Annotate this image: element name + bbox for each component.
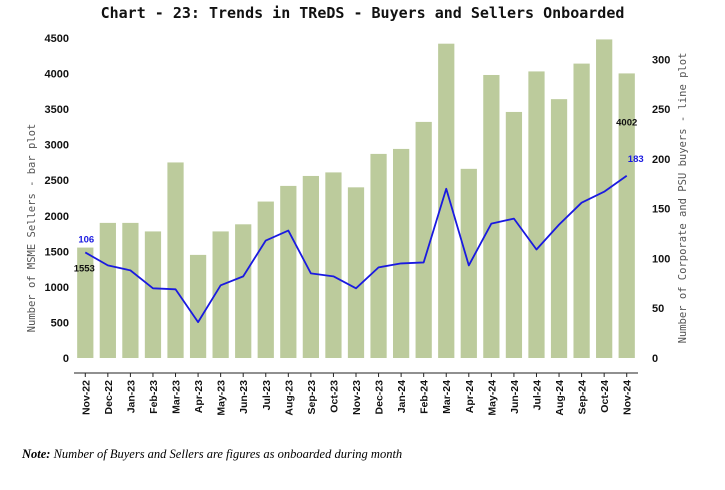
y-axis-label: Number of MSME Sellers - bar plot <box>26 124 38 333</box>
line-label-last: 183 <box>628 154 644 165</box>
chart-title: Chart - 23: Trends in TReDS - Buyers and… <box>100 4 625 22</box>
x-tick-label: Feb-23 <box>148 380 160 414</box>
bar-Dec-22 <box>99 222 116 358</box>
y-tick-label: 4000 <box>45 69 69 81</box>
x-tick-label: Jul-23 <box>261 380 273 411</box>
bar-Jun-23 <box>235 224 252 358</box>
bar-May-24 <box>483 74 500 358</box>
bar-Jan-23 <box>122 222 139 358</box>
y-tick-label: 2500 <box>45 175 69 187</box>
bar-Mar-24 <box>438 43 455 358</box>
y-tick-label: 1500 <box>45 246 69 258</box>
bar-Jul-24 <box>528 71 545 358</box>
bar-Aug-24 <box>550 99 568 359</box>
x-tick-label: Feb-24 <box>419 380 431 414</box>
bars-layer <box>77 39 635 359</box>
x-tick-label: Jun-24 <box>509 380 521 414</box>
bar-Jun-24 <box>505 111 523 358</box>
note: Note: Number of Buyers and Sellers are f… <box>22 447 402 462</box>
y2-tick-label: 300 <box>652 54 670 66</box>
bar-label-first: 1553 <box>74 264 95 275</box>
bar-Nov-23 <box>347 187 365 358</box>
x-tick-label: Nov-23 <box>351 380 363 415</box>
axes-layer: Nov-22 Dec-22 Jan-23 Feb-23 Mar-23 Apr-23 May-… <box>26 33 689 416</box>
x-tick-label: Oct-24 <box>599 380 611 413</box>
x-tick-label: Sep-24 <box>577 380 589 415</box>
x-tick-label: Mar-23 <box>171 380 183 414</box>
x-tick-label: May-23 <box>216 380 228 416</box>
y-tick-label: 4500 <box>45 33 69 45</box>
line-label-first: 106 <box>78 234 94 245</box>
y2-tick-label: 0 <box>652 353 658 365</box>
bar-Nov-24 <box>618 73 635 358</box>
bar-Nov-22 <box>77 247 94 358</box>
y-tick-label: 3000 <box>45 140 69 152</box>
x-tick-label: Jan-24 <box>396 380 408 413</box>
bar-May-23 <box>212 231 229 358</box>
y2-tick-label: 100 <box>652 253 670 265</box>
x-tick-label: Jun-23 <box>238 380 250 414</box>
labels-layer: 1553 4002 106 183 <box>74 117 644 274</box>
x-tick-label: Nov-24 <box>622 380 634 415</box>
bar-Mar-23 <box>167 162 184 358</box>
x-tick-label: May-24 <box>486 380 498 416</box>
bar-Sep-24 <box>573 63 590 358</box>
y-tick-label: 0 <box>63 353 69 365</box>
y-tick-label: 2000 <box>45 211 69 223</box>
y-tick-label: 1000 <box>45 282 69 294</box>
bar-Feb-24 <box>415 121 432 359</box>
x-tick-label: Dec-23 <box>374 380 386 415</box>
bar-Jan-24 <box>392 148 410 358</box>
x-tick-label: Mar-24 <box>441 380 453 414</box>
y-tick-label: 500 <box>51 317 69 329</box>
line-layer <box>84 175 628 324</box>
y2-axis-label: Number of Corporate and PSU buyers - lin… <box>677 53 689 344</box>
bar-Jul-23 <box>257 201 274 358</box>
note-text: Number of Buyers and Sellers are figures… <box>50 447 403 461</box>
y2-tick-label: 50 <box>652 303 664 315</box>
x-tick-label: Aug-23 <box>283 380 295 416</box>
y2-tick-label: 200 <box>652 154 670 166</box>
x-tick-label: Jul-24 <box>531 380 543 411</box>
y-tick-label: 3500 <box>45 104 69 116</box>
bar-Oct-24 <box>596 39 613 359</box>
x-tick-label: Jan-23 <box>125 380 137 413</box>
x-tick-label: Aug-24 <box>554 380 566 416</box>
x-tick-label: Dec-22 <box>103 380 115 415</box>
x-tick-label: Apr-24 <box>464 380 476 413</box>
note-prefix: Note: <box>22 447 51 461</box>
x-tick-label: Sep-23 <box>306 380 318 415</box>
bar-Sep-23 <box>302 175 320 358</box>
x-tick-label: Nov-22 <box>80 380 92 415</box>
x-tick-label: Oct-23 <box>328 380 340 413</box>
bar-Oct-23 <box>325 172 342 358</box>
bar-Aug-23 <box>280 185 297 358</box>
bar-Feb-23 <box>144 231 162 358</box>
bar-Dec-23 <box>370 153 387 358</box>
y2-tick-label: 150 <box>652 204 670 216</box>
bar-Apr-23 <box>189 254 207 358</box>
y2-tick-label: 250 <box>652 104 670 116</box>
x-tick-label: Apr-23 <box>193 380 205 413</box>
bar-label-last: 4002 <box>616 117 637 128</box>
